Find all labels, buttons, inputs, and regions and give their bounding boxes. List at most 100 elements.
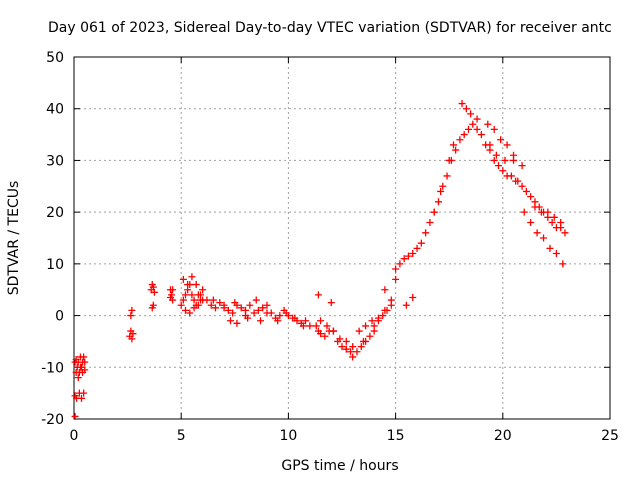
data-point [422,229,430,237]
data-point [561,229,569,237]
data-point [404,252,412,260]
data-point [181,291,189,299]
data-point [349,353,357,361]
data-point [149,283,157,291]
data-point [306,322,314,330]
series-hour15-17 [392,208,438,309]
data-point [203,296,211,304]
data-point [413,244,421,252]
data-point [128,306,136,314]
data-point [78,394,86,402]
data-point [188,273,196,281]
data-point [503,141,511,149]
data-point [473,125,481,133]
data-point [381,306,389,314]
data-point [520,208,528,216]
data-point [522,187,530,195]
data-point [192,281,200,289]
x-tick-label: 10 [279,428,297,444]
data-point [259,304,267,312]
data-point [552,250,560,258]
data-point [443,172,451,180]
data-point [244,314,252,322]
data-point [362,322,370,330]
data-point [426,218,434,226]
x-tick-label: 25 [601,428,619,444]
data-point [127,312,135,320]
data-point [314,291,322,299]
data-point [355,327,363,335]
data-point [74,374,82,382]
data-point [402,301,410,309]
y-tick-label: 30 [46,153,64,169]
data-point [518,162,526,170]
data-point [439,182,447,190]
series-hour11-13 [312,291,357,356]
data-point [559,260,567,268]
data-point [327,299,335,307]
data-point [490,156,498,164]
data-point [392,265,400,273]
series-early-low [71,353,89,420]
data-point [179,296,187,304]
data-point [299,322,307,330]
data-point [336,335,344,343]
data-point [499,167,507,175]
data-point [495,162,503,170]
data-point [486,141,494,149]
data-point [374,314,382,322]
data-point [274,317,282,325]
data-point [460,131,468,139]
data-point [149,301,157,309]
series-hour13-15 [349,275,400,361]
series-hour6-9 [203,296,271,327]
data-point [179,275,187,283]
data-point [452,146,460,154]
data-point [263,301,271,309]
data-point [342,345,350,353]
data-point [507,172,515,180]
data-point [181,306,189,314]
y-tick-label: 10 [46,257,64,273]
x-tick-label: 15 [387,428,405,444]
data-point [72,368,80,376]
data-point [188,291,196,299]
data-point [484,120,492,128]
data-point [150,288,158,296]
data-point [79,368,87,376]
data-point [392,275,400,283]
data-point [317,317,325,325]
data-point [338,343,346,351]
data-point [400,255,408,263]
data-point [169,286,177,294]
series-hour2-4 [126,281,158,343]
y-tick-label: -20 [41,412,64,428]
data-point [501,156,509,164]
x-tick-label: 20 [494,428,512,444]
data-point [540,234,548,242]
axis-ticks: 0 5 10 15 20 25 -20 -10 0 10 20 30 40 50 [41,50,619,444]
y-tick-label: -10 [41,360,64,376]
data-point [71,412,79,420]
data-point [456,136,464,144]
data-point [227,317,235,325]
data-point [349,343,357,351]
data-point [254,306,262,314]
data-point [186,309,194,317]
data-point [129,330,137,338]
data-point [366,332,374,340]
data-point [196,291,204,299]
series-hour19-21 [473,120,526,185]
data-point [449,141,457,149]
series-hour21-23 [514,177,569,268]
data-point [329,327,337,335]
data-point [544,208,552,216]
data-point [434,198,442,206]
data-point [267,309,275,317]
data-point [518,182,526,190]
data-point [527,218,535,226]
data-point [220,304,228,312]
data-point [557,218,565,226]
data-point [321,332,329,340]
series-hour17-19 [430,100,481,216]
